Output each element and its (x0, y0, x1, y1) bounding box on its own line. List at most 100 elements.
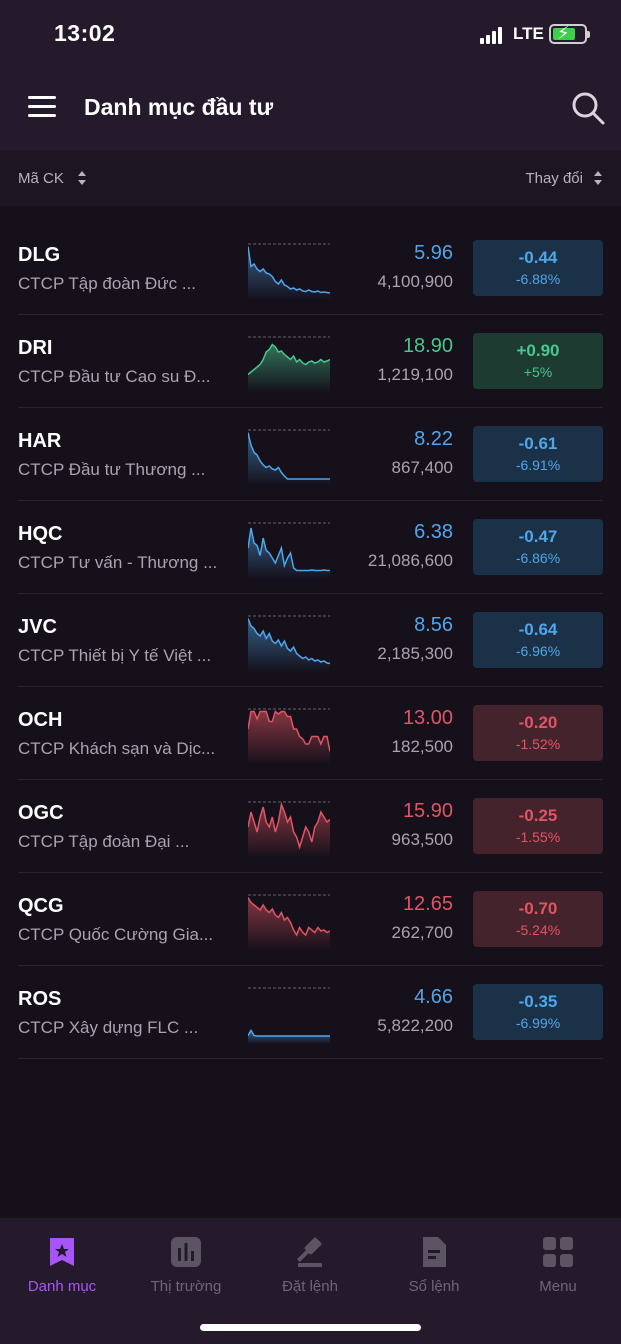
stock-row-dri[interactable]: DRI CTCP Đầu tư Cao su Đ... 18.90 1,219,100… (18, 315, 603, 408)
tab-dat-lenh[interactable]: Đặt lệnh (248, 1236, 372, 1295)
sparkline-line (248, 710, 330, 752)
bar-chart-icon (171, 1237, 201, 1267)
sparkline-line (248, 897, 330, 937)
stock-name: CTCP Đầu tư Thương ... (18, 460, 206, 479)
stock-price: 15.90 (402, 800, 453, 822)
change-value: -0.61 (518, 434, 558, 453)
stock-volume: 262,700 (391, 923, 453, 942)
tab-danh-muc[interactable]: Danh mục (0, 1236, 124, 1295)
change-percent: -1.52% (515, 736, 561, 752)
sparkline-line (248, 618, 330, 665)
stock-code: QCG (18, 895, 64, 917)
stock-row-qcg[interactable]: QCG CTCP Quốc Cường Gia... 12.65 262,700 -0.… (18, 873, 603, 966)
tab-label: Menu (539, 1278, 577, 1295)
change-percent: -6.96% (515, 643, 561, 659)
stock-price: 4.66 (414, 986, 453, 1008)
page-title: Danh mục đầu tư (84, 94, 274, 120)
change-badge[interactable]: -0.20 -1.52% (473, 705, 603, 761)
stock-code: HQC (18, 523, 63, 545)
sparkline-line (248, 432, 330, 480)
stock-price: 13.00 (402, 707, 453, 729)
stock-volume: 5,822,200 (377, 1016, 453, 1035)
status-bar: 13:02 LTE ⚡ (0, 0, 621, 70)
sparkline-chart (248, 894, 330, 951)
sort-arrows-icon[interactable] (77, 170, 87, 186)
stock-volume: 21,086,600 (367, 551, 453, 570)
tab-label: Danh mục (27, 1278, 97, 1295)
sparkline-area (248, 344, 330, 393)
sparkline-area (248, 246, 330, 300)
change-badge[interactable]: -0.64 -6.96% (473, 612, 603, 668)
stock-volume: 963,500 (391, 830, 453, 849)
tab-so-lenh[interactable]: Sổ lệnh (372, 1236, 496, 1295)
change-value: -0.47 (518, 527, 558, 546)
document-icon (423, 1237, 446, 1267)
change-badge[interactable]: -0.25 -1.55% (473, 798, 603, 854)
change-badge[interactable]: -0.47 -6.86% (473, 519, 603, 575)
sparkline-chart (248, 615, 330, 672)
change-percent: -6.99% (515, 1015, 561, 1031)
sort-bar: Mã CK Thay đổi (0, 150, 621, 206)
stock-row-dlg[interactable]: DLG CTCP Tập đoàn Đức ... 5.96 4,100,900 -0.… (18, 222, 603, 315)
tab-label: Thị trường (150, 1278, 222, 1295)
stock-code: DLG (18, 244, 61, 266)
gavel-icon (296, 1237, 322, 1267)
status-time: 13:02 (54, 20, 116, 46)
stock-price: 8.22 (414, 428, 453, 450)
stock-name: CTCP Tập đoàn Đại ... (18, 832, 190, 851)
stock-row-hqc[interactable]: HQC CTCP Tư vấn - Thương ... 6.38 21,086,60… (18, 501, 603, 594)
tab-menu[interactable]: Menu (496, 1236, 620, 1295)
home-indicator (200, 1324, 421, 1331)
sparkline-chart (248, 336, 330, 393)
stock-volume: 2,185,300 (377, 644, 453, 663)
change-percent: -5.24% (515, 922, 561, 938)
stock-price: 8.56 (414, 614, 453, 636)
tab-thi-truong[interactable]: Thị trường (124, 1236, 248, 1295)
change-badge[interactable]: -0.44 -6.88% (473, 240, 603, 296)
change-percent: -6.88% (515, 271, 561, 287)
stock-name: CTCP Khách sạn và Dịc... (18, 739, 216, 758)
stock-row-jvc[interactable]: JVC CTCP Thiết bị Y tế Việt ... 8.56 2,185,… (18, 594, 603, 687)
sparkline-area (248, 528, 330, 579)
battery-icon: ⚡ (549, 23, 590, 44)
sparkline-line (248, 1029, 330, 1037)
stock-name: CTCP Thiết bị Y tế Việt ... (18, 646, 212, 665)
stock-price: 18.90 (402, 335, 453, 357)
sparkline-chart (248, 801, 330, 858)
stock-name: CTCP Tập đoàn Đức ... (18, 274, 196, 293)
sort-by-code[interactable]: Mã CK (18, 170, 64, 187)
change-badge[interactable]: -0.35 -6.99% (473, 984, 603, 1040)
sparkline-chart (248, 708, 330, 765)
bookmark-star-icon (50, 1238, 74, 1266)
stock-name: CTCP Tư vấn - Thương ... (18, 553, 218, 572)
hamburger-menu-icon[interactable] (28, 96, 56, 118)
change-badge[interactable]: -0.61 -6.91% (473, 426, 603, 482)
stock-volume: 1,219,100 (377, 365, 453, 384)
sort-by-change[interactable]: Thay đổi (525, 170, 583, 187)
sparkline-line (248, 801, 330, 850)
stock-code: HAR (18, 430, 62, 452)
app-header: 13:02 LTE ⚡ Danh mục đầu tư (0, 0, 621, 150)
bottom-tab-bar: Danh mục Thị trường Đặt lệnh Sổ lệnh Men… (0, 1218, 621, 1344)
stock-row-och[interactable]: OCH CTCP Khách sạn và Dịc... 13.00 182,500 -… (18, 687, 603, 780)
sparkline-area (248, 432, 330, 486)
sort-arrows-icon[interactable] (593, 170, 603, 186)
change-percent: +5% (523, 364, 553, 380)
stock-price: 5.96 (414, 242, 453, 264)
stock-code: ROS (18, 988, 62, 1010)
sparkline-area (248, 711, 330, 765)
sparkline-area (248, 804, 330, 858)
stock-row-har[interactable]: HAR CTCP Đầu tư Thương ... 8.22 867,400 -0.6… (18, 408, 603, 501)
watchlist: DLG CTCP Tập đoàn Đức ... 5.96 4,100,900 -0.… (0, 222, 621, 1059)
change-badge[interactable]: -0.70 -5.24% (473, 891, 603, 947)
change-percent: -6.86% (515, 550, 561, 566)
change-value: -0.64 (518, 620, 558, 639)
stock-row-ros[interactable]: ROS CTCP Xây dựng FLC ... 4.66 5,822,200 -0.… (18, 966, 603, 1059)
stock-row-ogc[interactable]: OGC CTCP Tập đoàn Đại ... 15.90 963,500 -0.2… (18, 780, 603, 873)
search-icon[interactable] (570, 90, 606, 126)
change-badge[interactable]: +0.90 +5% (473, 333, 603, 389)
stock-volume: 182,500 (391, 737, 453, 756)
stock-price: 6.38 (414, 521, 453, 543)
sparkline-chart (248, 987, 330, 1044)
change-value: -0.25 (518, 806, 558, 825)
